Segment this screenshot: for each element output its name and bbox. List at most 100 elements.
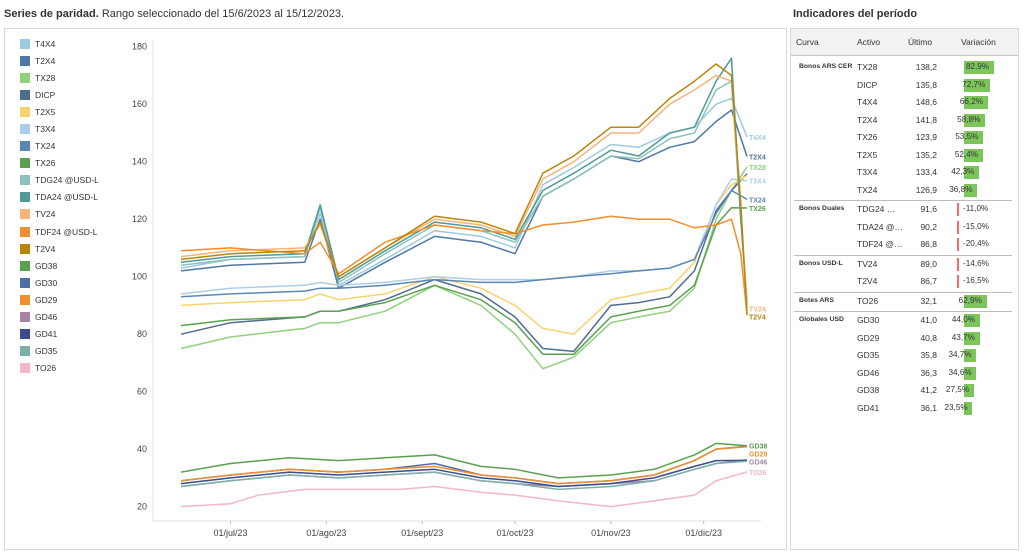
chart-title-range: Rango seleccionado del 15/6/2023 al 15/1… — [98, 8, 345, 20]
indicator-row[interactable]: T2X4 141,8 58,8% — [791, 112, 1018, 130]
last-value-cell: 91,6 — [920, 204, 937, 214]
indicator-row[interactable]: GD41 36,1 23,5% — [791, 400, 1018, 418]
indicator-row[interactable]: GD38 41,2 27,5% — [791, 382, 1018, 400]
series-line-t4x4 — [180, 97, 748, 287]
col-header-ultimo[interactable]: Último — [908, 37, 933, 47]
variation-bar — [964, 401, 973, 415]
legend-item[interactable]: TV24 — [20, 206, 120, 223]
last-value-cell: 135,8 — [915, 79, 937, 90]
legend-label: T2X4 — [35, 55, 56, 66]
col-header-activo[interactable]: Activo — [857, 37, 881, 47]
y-tick-label: 180 — [132, 42, 147, 52]
legend-label: TX28 — [35, 72, 56, 83]
group-label: Bonos USD-L — [799, 259, 843, 267]
legend-label: GD35 — [35, 346, 58, 357]
legend-label: TX24 — [35, 141, 56, 152]
last-value-cell: 89,0 — [920, 258, 937, 269]
variation-bar — [964, 183, 978, 197]
variation-bar — [964, 61, 994, 74]
series-end-label: T2V4 — [749, 314, 766, 321]
indicator-row[interactable]: Bonos USD-L TV24 89,0 -14,6% — [791, 256, 1018, 274]
legend-item[interactable]: TO26 — [20, 360, 120, 377]
legend-swatch — [20, 312, 30, 323]
variation-cell: 27,5% — [945, 385, 970, 394]
legend-item[interactable]: T2X4 — [20, 52, 120, 69]
legend-item[interactable]: GD30 — [20, 274, 120, 291]
asset-cell: T2X4 — [857, 114, 878, 125]
chart-title: Series de paridad. Rango seleccionado de… — [4, 8, 344, 20]
indicator-row[interactable]: DICP 135,8 72,7% — [791, 77, 1018, 95]
indicator-row[interactable]: TDA24 @USD-L 90,2 -15,0% — [791, 219, 1018, 237]
series-end-label: TV24 — [749, 306, 766, 313]
asset-cell: DICP — [857, 79, 878, 90]
indicator-row[interactable]: Bonos Duales TDG24 @USD-L 91,6 -11,0% — [791, 201, 1018, 219]
legend-item[interactable]: TX28 — [20, 69, 120, 86]
indicator-row[interactable]: T2V4 86,7 -16,5% — [791, 273, 1018, 291]
legend-swatch — [20, 106, 30, 117]
legend-item[interactable]: TX26 — [20, 155, 120, 172]
series-end-label: TO26 — [749, 470, 766, 477]
indicator-row[interactable]: T2X5 135,2 52,4% — [791, 147, 1018, 165]
last-value-cell: 138,2 — [915, 62, 937, 72]
legend-label: TX26 — [35, 158, 56, 169]
chart-panel: T4X4 T2X4 TX28 DICP T2X5 T3X4 TX24 TX26 TDG24 @U… — [4, 28, 787, 550]
indicator-row[interactable]: GD29 40,8 43,7% — [791, 330, 1018, 348]
chart-legend[interactable]: T4X4 T2X4 TX28 DICP T2X5 T3X4 TX24 TX26 TDG24 @U… — [20, 35, 120, 377]
variation-cell: 34,6% — [948, 367, 972, 377]
last-value-cell: 126,9 — [915, 184, 937, 195]
y-tick-label: 120 — [132, 214, 147, 224]
asset-cell: TX26 — [857, 132, 878, 142]
series-end-label: GD38 — [749, 444, 767, 451]
line-chart: 20 40 60 80 100 120 140 160 180 01/jul/23 01/ago/2… — [132, 41, 767, 538]
legend-item[interactable]: T4X4 — [20, 35, 120, 52]
last-value-cell: 32,1 — [920, 295, 937, 306]
variation-cell: 53,5% — [955, 132, 979, 141]
group-separator — [794, 200, 1012, 201]
legend-swatch — [20, 141, 30, 152]
indicator-row[interactable]: Globales USD GD30 41,0 44,0% — [791, 312, 1018, 330]
col-header-variacion[interactable]: Variación — [961, 37, 996, 47]
indicator-row[interactable]: TX24 126,9 36,8% — [791, 182, 1018, 200]
legend-swatch — [20, 192, 30, 203]
asset-cell: GD46 — [857, 367, 880, 378]
legend-item[interactable]: TDF24 @USD-L — [20, 223, 120, 240]
asset-cell: T4X4 — [857, 97, 878, 107]
legend-item[interactable]: GD41 — [20, 326, 120, 343]
legend-label: T4X4 — [35, 38, 56, 49]
group-separator — [794, 254, 1012, 256]
variation-bar — [957, 238, 959, 251]
variation-bar — [964, 166, 980, 179]
last-value-cell: 40,8 — [920, 332, 937, 343]
indicator-row[interactable]: T3X4 133,4 42,3% — [791, 164, 1018, 182]
indicator-row[interactable]: GD35 35,8 34,7% — [791, 347, 1018, 365]
legend-item[interactable]: T2V4 — [20, 240, 120, 257]
legend-item[interactable]: GD35 — [20, 343, 120, 360]
series-line-tx24 — [180, 189, 748, 298]
indicator-row[interactable]: Bonos ARS CER TX28 138,2 82,9% — [791, 59, 1018, 77]
legend-item[interactable]: DICP — [20, 86, 120, 103]
x-tick-label: 01/oct/23 — [497, 528, 534, 538]
col-header-curva[interactable]: Curva — [796, 37, 819, 47]
legend-item[interactable]: TX24 — [20, 138, 120, 155]
variation-cell: 44,0% — [951, 315, 976, 324]
variation-bar — [964, 96, 988, 109]
indicator-row[interactable]: TX26 123,9 53,5% — [791, 129, 1018, 147]
indicator-row[interactable]: T4X4 148,6 66,2% — [791, 94, 1018, 112]
indicator-row[interactable]: TDF24 @USD-L 86,8 -20,4% — [791, 236, 1018, 254]
variation-cell: 62,9% — [958, 295, 982, 305]
variation-bar — [964, 78, 991, 92]
last-value-cell: 90,2 — [920, 221, 937, 232]
legend-item[interactable]: GD38 — [20, 257, 120, 274]
legend-item[interactable]: T2X5 — [20, 103, 120, 120]
legend-item[interactable]: GD46 — [20, 309, 120, 326]
legend-item[interactable]: GD29 — [20, 291, 120, 308]
legend-item[interactable]: TDG24 @USD-L — [20, 172, 120, 189]
variation-cell: 72,7% — [962, 79, 986, 89]
legend-item[interactable]: TDA24 @USD-L — [20, 189, 120, 206]
series-end-label: T3X4 — [749, 179, 766, 186]
variation-cell: 58,8% — [957, 114, 981, 124]
indicator-row[interactable]: GD46 36,3 34,6% — [791, 365, 1018, 383]
legend-item[interactable]: T3X4 — [20, 120, 120, 137]
indicator-row[interactable]: Botes ARS TO26 32,1 62,9% — [791, 293, 1018, 311]
series-end-label: TX24 — [749, 197, 766, 204]
